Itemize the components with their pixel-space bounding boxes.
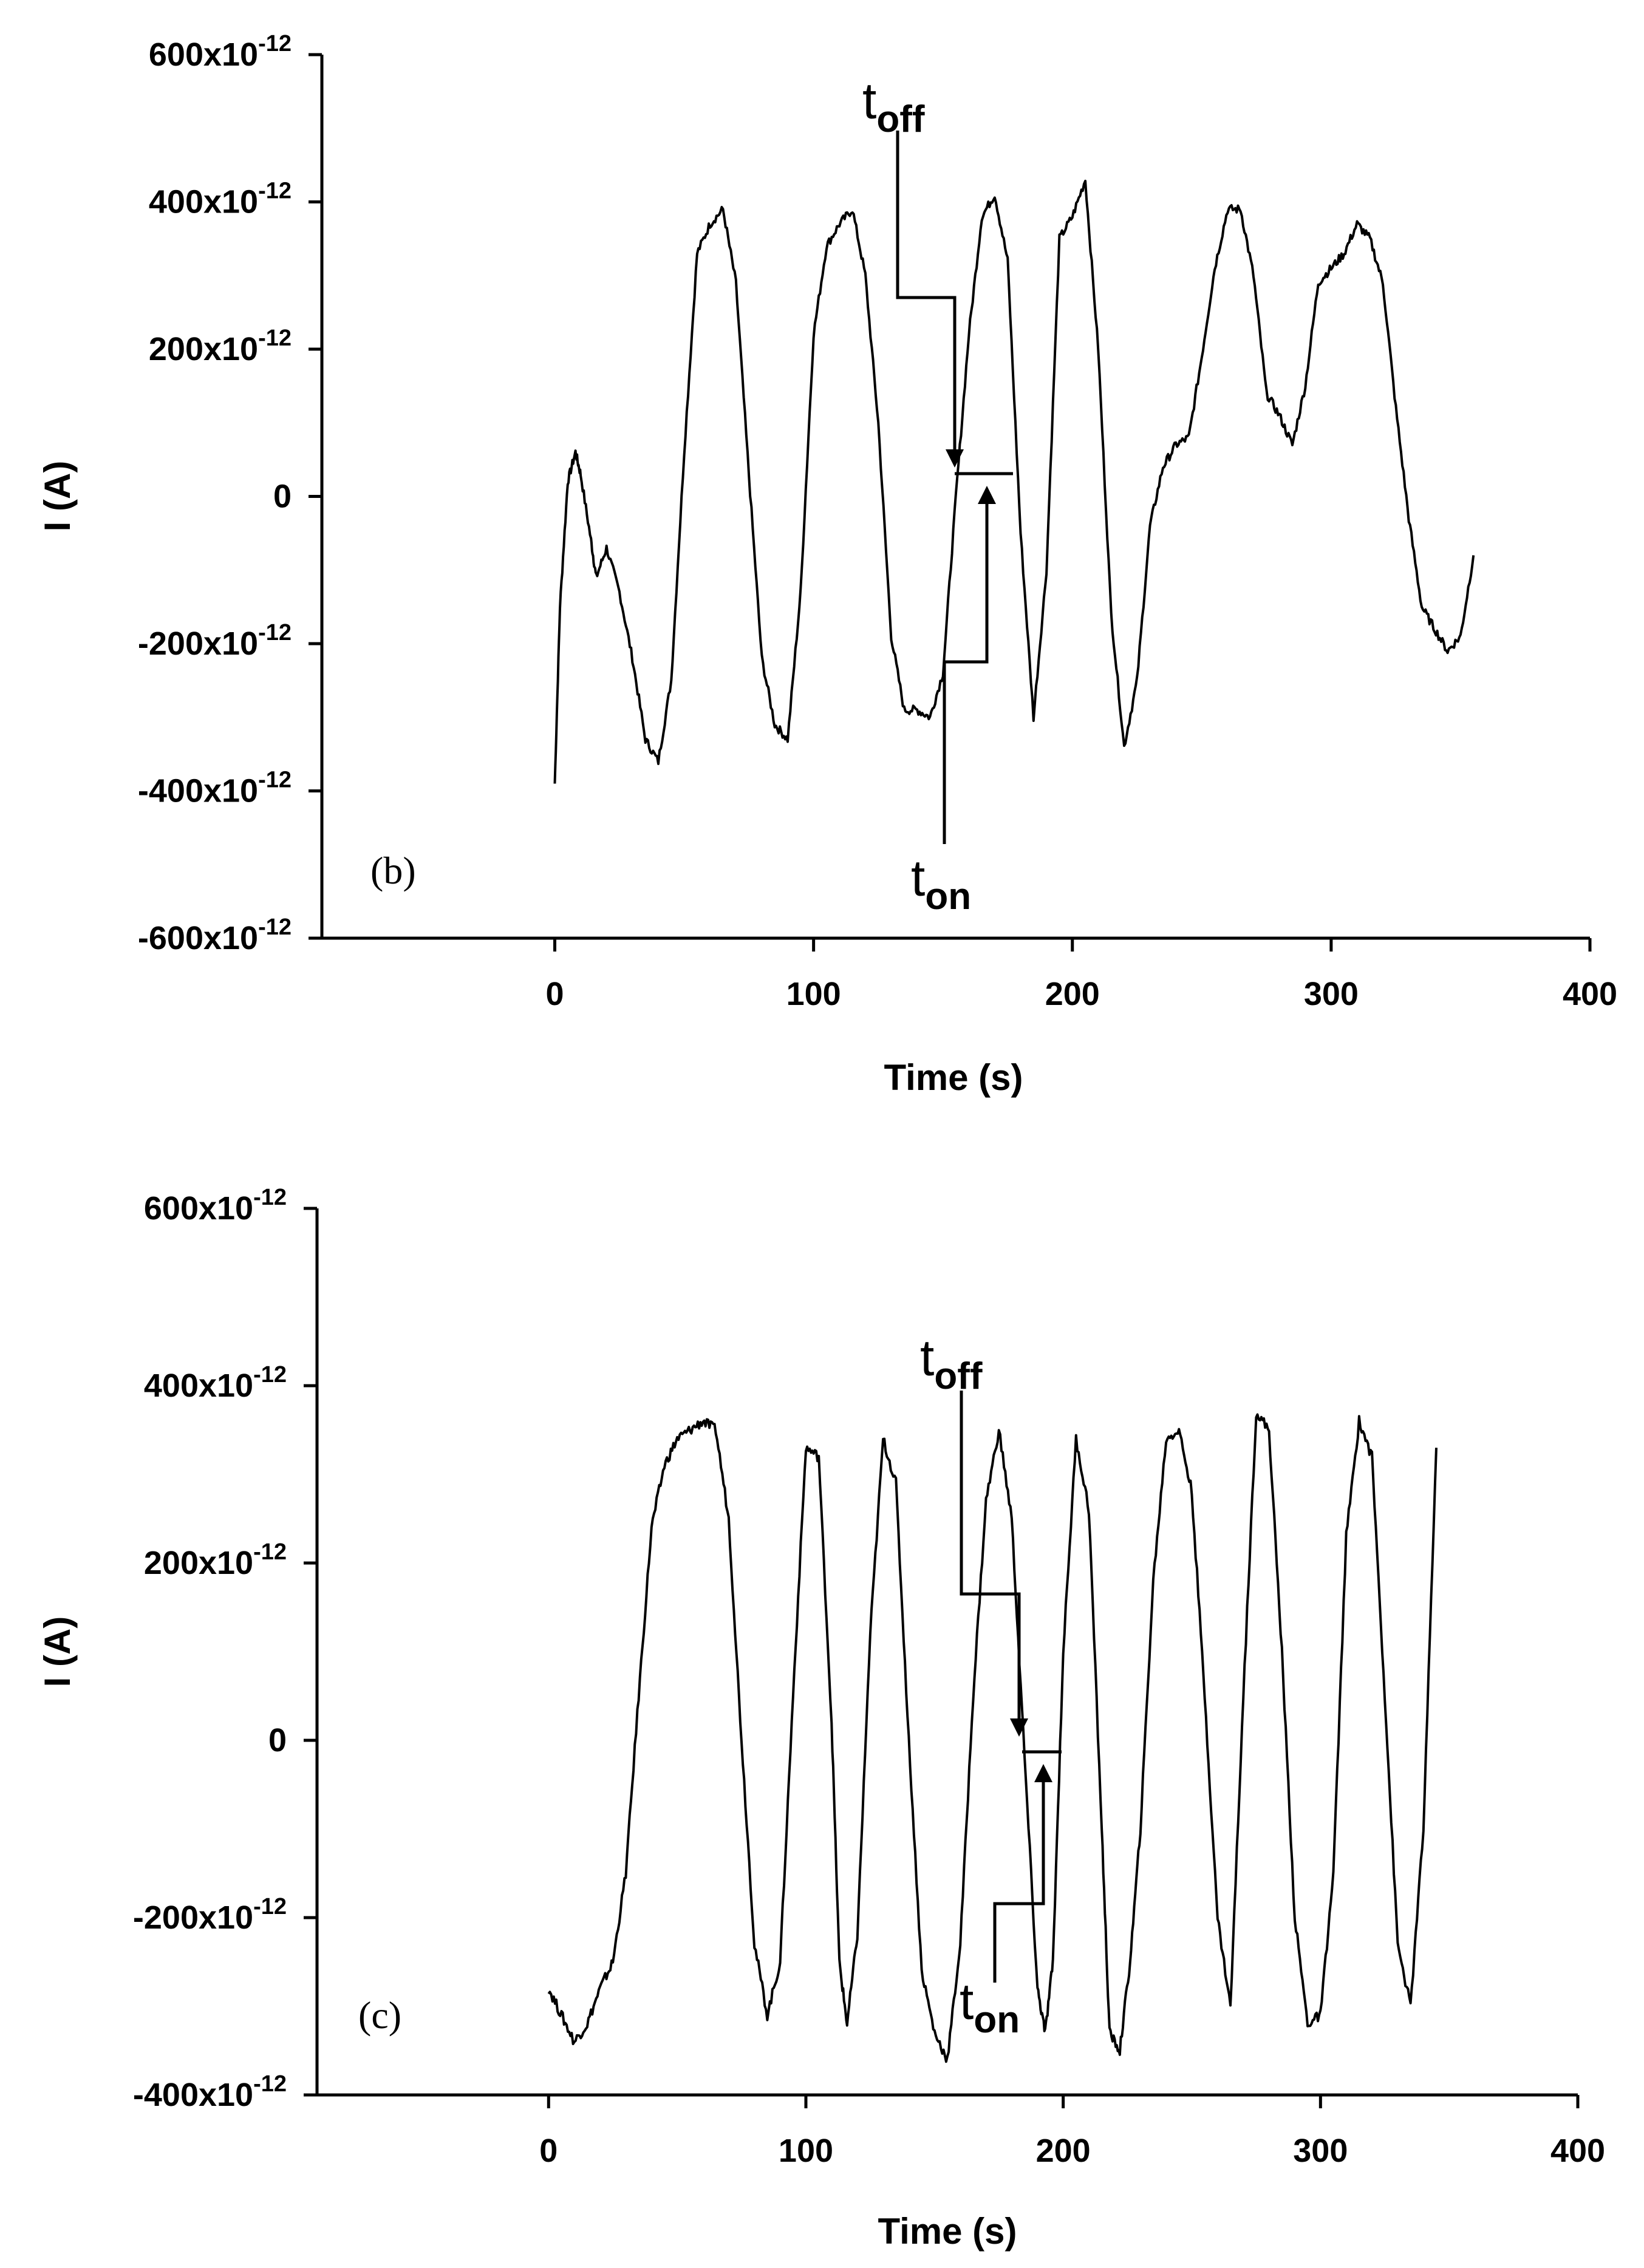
x-tick-label: 0 (545, 976, 564, 1012)
y-tick-label: -600x10-12 (138, 914, 292, 956)
y-tick-label: -400x10-12 (138, 768, 292, 809)
x-tick-label: 200 (1036, 2133, 1091, 2169)
x-axis-title: Time (s) (884, 1057, 1023, 1098)
y-axis-title: I (A) (37, 1616, 78, 1687)
current-trace-line (547, 1413, 1438, 2063)
x-axis-title: Time (s) (878, 2211, 1017, 2252)
t-on-annotation: ton (911, 850, 971, 918)
y-tick-label: 400x10-12 (144, 1362, 287, 1404)
t-off-annotation: toff (920, 1329, 983, 1397)
x-tick-label: 0 (539, 2133, 558, 2169)
t-off-annotation: toff (862, 72, 925, 140)
y-tick-labels: -600x10-12 -400x10-12 -200x10-12 0 200x10-12… (138, 31, 292, 956)
y-axis-title: I (A) (37, 461, 78, 532)
y-tick-label: 200x10-12 (149, 325, 292, 367)
y-tick-label: 200x10-12 (144, 1539, 287, 1581)
x-tick-label: 400 (1550, 2133, 1605, 2169)
y-tick-label: -200x10-12 (138, 620, 292, 662)
chart-panel-c: -400x10-12 -200x10-12 0 200x10-12 400x10-12 6… (37, 1185, 1605, 2252)
y-tick-label: 400x10-12 (149, 179, 292, 220)
y-tick-label: 0 (273, 478, 292, 515)
t-on-callout-arrow (943, 486, 996, 844)
y-tick-label: 0 (268, 1722, 287, 1759)
tick-marks (309, 53, 1592, 952)
x-tick-labels: 0 100 200 300 400 (539, 2133, 1605, 2169)
y-tick-label: 600x10-12 (144, 1185, 287, 1227)
panel-label: (c) (358, 1994, 401, 2037)
current-trace-line (553, 179, 1475, 784)
t-on-annotation: ton (960, 1973, 1020, 2041)
x-tick-label: 200 (1045, 976, 1100, 1012)
x-tick-label: 300 (1304, 976, 1359, 1012)
t-off-callout-arrow (960, 1391, 1028, 1737)
chart-panel-b: -600x10-12 -400x10-12 -200x10-12 0 200x10-12… (37, 31, 1617, 1098)
t-on-callout-arrow (993, 1764, 1052, 1983)
x-tick-label: 100 (786, 976, 841, 1012)
x-tick-label: 100 (779, 2133, 833, 2169)
x-tick-labels: 0 100 200 300 400 (545, 976, 1617, 1012)
y-tick-labels: -400x10-12 -200x10-12 0 200x10-12 400x10-12 6… (133, 1185, 287, 2113)
y-tick-label: -400x10-12 (133, 2071, 287, 2113)
tick-marks (304, 1207, 1580, 2108)
t-off-callout-arrow (896, 131, 964, 468)
y-tick-label: -200x10-12 (133, 1894, 287, 1936)
x-tick-label: 300 (1293, 2133, 1348, 2169)
panel-label: (b) (370, 849, 416, 892)
x-tick-label: 400 (1563, 976, 1617, 1012)
y-tick-label: 600x10-12 (149, 31, 292, 73)
